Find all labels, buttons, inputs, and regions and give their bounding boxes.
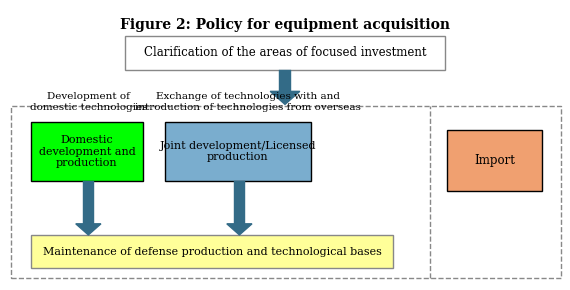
Bar bbox=[11, 106, 561, 278]
Bar bbox=[83, 181, 94, 224]
Bar bbox=[125, 36, 445, 70]
Bar bbox=[447, 130, 542, 191]
Text: Exchange of technologies with and
introduction of technologies from overseas: Exchange of technologies with and introd… bbox=[135, 92, 361, 112]
Polygon shape bbox=[76, 224, 101, 235]
Bar bbox=[279, 70, 291, 91]
Bar bbox=[234, 181, 245, 224]
Text: Clarification of the areas of focused investment: Clarification of the areas of focused in… bbox=[144, 46, 426, 59]
Bar bbox=[31, 122, 142, 181]
Bar bbox=[165, 122, 311, 181]
Text: Development of
domestic technologies: Development of domestic technologies bbox=[30, 92, 147, 112]
Bar bbox=[31, 235, 393, 268]
Polygon shape bbox=[270, 91, 300, 104]
Polygon shape bbox=[227, 224, 252, 235]
Text: Domestic
development and
production: Domestic development and production bbox=[39, 135, 135, 168]
Text: Import: Import bbox=[474, 155, 515, 167]
Text: Figure 2: Policy for equipment acquisition: Figure 2: Policy for equipment acquisiti… bbox=[120, 18, 450, 32]
Text: Joint development/Licensed
production: Joint development/Licensed production bbox=[160, 141, 316, 162]
Text: Maintenance of defense production and technological bases: Maintenance of defense production and te… bbox=[43, 246, 382, 257]
